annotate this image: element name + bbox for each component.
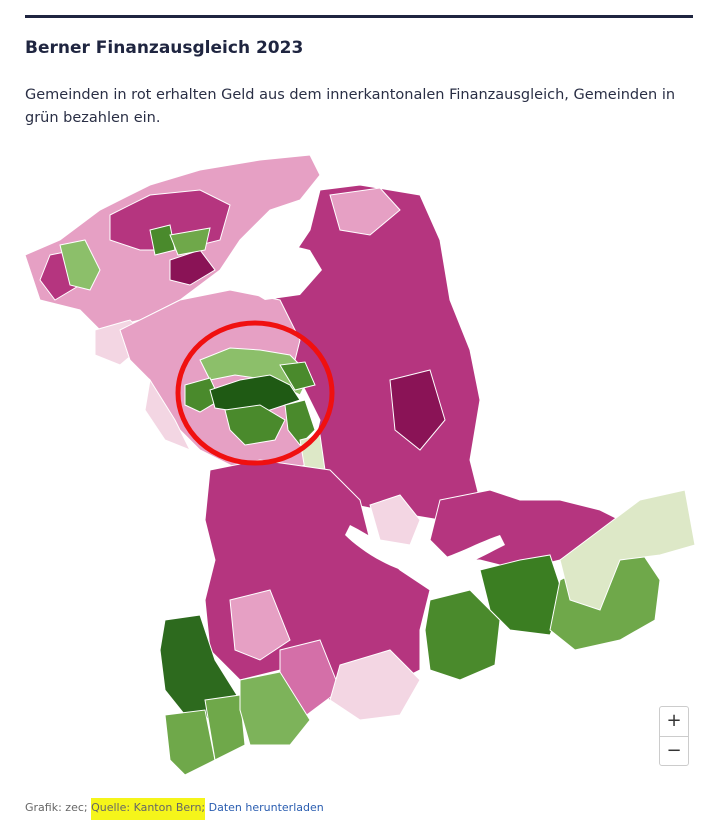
region bbox=[329, 187, 401, 236]
zoom-out-button[interactable]: − bbox=[660, 736, 688, 765]
region bbox=[204, 694, 246, 761]
region bbox=[169, 227, 211, 256]
zoom-in-button[interactable]: + bbox=[666, 710, 682, 731]
top-rule bbox=[25, 15, 693, 18]
credit: Grafik: zec; bbox=[25, 801, 88, 814]
region bbox=[144, 378, 192, 451]
lake bbox=[345, 525, 505, 576]
region bbox=[59, 239, 101, 291]
region bbox=[184, 377, 221, 413]
region bbox=[559, 489, 696, 611]
region bbox=[239, 671, 311, 746]
region bbox=[164, 709, 216, 776]
lakes bbox=[240, 242, 505, 576]
subtitle: Gemeinden in rot erhalten Geld aus dem i… bbox=[25, 87, 676, 126]
download-link[interactable]: Daten herunterladen bbox=[208, 801, 324, 814]
map bbox=[24, 154, 696, 776]
region bbox=[279, 361, 316, 391]
region bbox=[424, 589, 501, 681]
region bbox=[229, 589, 291, 661]
region bbox=[369, 494, 421, 546]
lake bbox=[240, 242, 322, 300]
region bbox=[389, 369, 446, 451]
title: Berner Finanzausgleich 2023 bbox=[25, 38, 304, 58]
region bbox=[329, 649, 421, 721]
region bbox=[284, 399, 316, 446]
highlight-circle bbox=[175, 320, 335, 466]
source: Quelle: Kanton Bern; bbox=[91, 798, 206, 820]
footer: Grafik: zec; Quelle: Kanton Bern; Daten … bbox=[25, 798, 324, 820]
municipalities bbox=[24, 154, 696, 776]
zoom-control: + − bbox=[659, 706, 689, 766]
region bbox=[224, 404, 286, 446]
region bbox=[149, 224, 176, 256]
region bbox=[209, 374, 301, 413]
